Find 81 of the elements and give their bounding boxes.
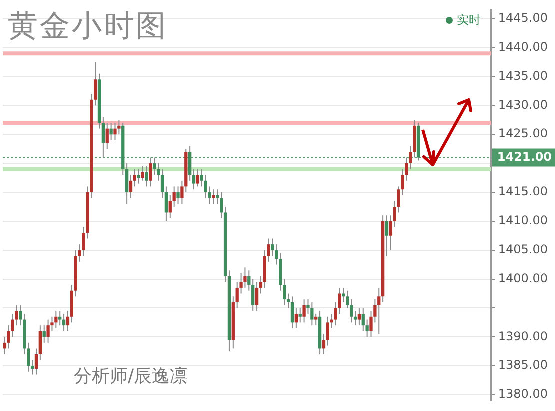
candlestick [220, 192, 224, 220]
ref-line-label: 1421.00 [497, 150, 552, 164]
candlestick [62, 314, 66, 332]
y-tick-label: 1405.00 [498, 242, 548, 256]
candlestick [322, 334, 326, 356]
candlestick [110, 122, 113, 141]
y-tick-label: 1425.00 [498, 126, 548, 141]
candlestick [204, 174, 208, 199]
candlestick [42, 325, 46, 344]
candlestick [358, 308, 362, 326]
candlestick [3, 336, 7, 356]
candlestick [141, 166, 144, 182]
y-tick-label: 1380.00 [498, 387, 548, 402]
candlestick [200, 168, 204, 188]
candlestick [259, 276, 263, 294]
candlestick [11, 314, 14, 338]
chart-title: 黄金小时图 [8, 9, 168, 45]
candlestick [129, 174, 133, 199]
candlestick [27, 342, 30, 372]
candlestick [248, 270, 251, 292]
y-tick-label: 1390.00 [498, 329, 548, 344]
candlestick [30, 360, 34, 376]
candlestick [346, 290, 350, 309]
candlestick [114, 122, 117, 141]
candlestick [168, 194, 172, 220]
candlestick [286, 293, 290, 309]
candlestick [137, 168, 140, 184]
candlestick [102, 116, 106, 158]
candlestick [176, 186, 180, 205]
candlestick [294, 308, 298, 329]
candlestick [385, 215, 389, 257]
candlestick [153, 157, 156, 176]
y-tick-label: 1415.00 [498, 184, 548, 199]
candlestick [34, 348, 38, 376]
candlestick [362, 308, 365, 332]
candlestick [7, 325, 10, 350]
candlestick [236, 282, 239, 309]
candlestick [378, 287, 381, 335]
candlestick [106, 122, 109, 150]
candlestick [54, 310, 58, 329]
annotation: 分析师/辰逸凛 [74, 365, 188, 388]
y-tick-label: 1385.00 [498, 358, 548, 372]
candlestick [192, 168, 196, 190]
candlestick [118, 120, 121, 136]
candlestick [354, 310, 358, 326]
candlestick [283, 278, 286, 306]
candlestick [389, 215, 393, 251]
annotation: 实时 [457, 13, 481, 27]
candlestick [290, 296, 294, 329]
y-tick-label: 1410.00 [498, 214, 548, 228]
candlestick [255, 282, 259, 312]
candlestick [164, 186, 168, 222]
candlestick [133, 168, 137, 188]
candlestick [212, 189, 216, 205]
candlestick [252, 278, 255, 312]
candlestick [196, 168, 200, 188]
candlestick [66, 310, 70, 332]
candlestick [216, 189, 220, 205]
y-tick-label: 1440.00 [498, 40, 548, 54]
candlestick [298, 308, 302, 324]
candlestick [302, 299, 306, 324]
candlestick [125, 163, 129, 205]
candlestick [94, 62, 98, 106]
candlestick [145, 166, 148, 188]
candlestick [172, 186, 176, 208]
y-tick-label: 1430.00 [498, 98, 548, 112]
candlestick [310, 302, 314, 326]
candlestick [156, 163, 160, 182]
candlestick [326, 316, 330, 346]
y-tick-label: 1435.00 [498, 68, 548, 83]
candlestick [38, 325, 42, 361]
candlestick [188, 146, 192, 182]
candlestick [46, 319, 50, 344]
candlestick [314, 314, 318, 326]
y-tick-label: 1445.00 [498, 11, 548, 26]
y-tick-label: 1400.00 [498, 271, 548, 286]
candlestick [149, 157, 152, 188]
candlestick [350, 299, 354, 324]
candlestick [160, 168, 164, 199]
candlestick [58, 310, 62, 326]
candlestick [267, 238, 270, 262]
